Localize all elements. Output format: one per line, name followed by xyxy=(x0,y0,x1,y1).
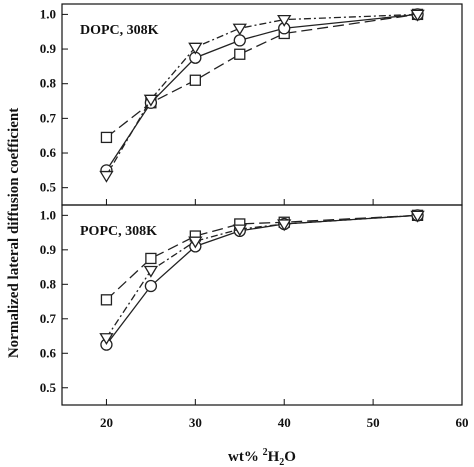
y-tick-label: 0.5 xyxy=(40,380,57,395)
data-point xyxy=(410,9,425,22)
data-point xyxy=(99,170,114,183)
data-point xyxy=(233,34,246,47)
data-point xyxy=(99,333,114,346)
series-line xyxy=(105,13,418,171)
data-point xyxy=(145,252,157,265)
data-point xyxy=(188,42,203,55)
y-tick-label: 0.6 xyxy=(40,345,57,360)
x-tick-label: 50 xyxy=(367,415,380,430)
y-tick-label: 0.8 xyxy=(40,76,57,91)
panels: 0.5 0.6 0.7 0.8 0.9 1.0 DOPC, 308K 0.5 0.6 0.7 0.8… xyxy=(40,3,469,430)
x-axis-title-superscript: 2 xyxy=(263,447,268,458)
x-axis-title-prefix: wt% xyxy=(228,449,263,465)
plot-frame xyxy=(61,204,463,406)
y-tick-label: 1.0 xyxy=(40,6,56,21)
data-point xyxy=(189,74,201,86)
panel-2: 0.5 0.6 0.7 0.8 0.9 1.0 20 30 40 50 60 POPC, 308K xyxy=(40,204,469,430)
data-point xyxy=(410,210,425,223)
y-tick-label: 0.9 xyxy=(40,242,57,257)
data-point xyxy=(277,14,292,27)
y-tick-label: 0.9 xyxy=(40,41,57,56)
series-line xyxy=(105,214,418,339)
series-line xyxy=(106,13,418,138)
x-tick-label: 20 xyxy=(100,415,113,430)
series-triangle xyxy=(99,9,425,183)
x-tick-label: 40 xyxy=(278,415,291,430)
y-tick-label: 0.8 xyxy=(40,276,57,291)
data-point xyxy=(144,279,158,293)
data-point xyxy=(232,224,247,237)
x-axis-title: wt% 2H2O xyxy=(228,447,296,467)
data-point xyxy=(100,131,113,144)
y-tick-label: 1.0 xyxy=(40,207,56,222)
panel-1: 0.5 0.6 0.7 0.8 0.9 1.0 DOPC, 308K xyxy=(40,3,463,206)
x-tick-label: 60 xyxy=(456,415,469,430)
x-axis-title-o: O xyxy=(284,449,296,465)
y-tick-label: 0.6 xyxy=(40,145,57,160)
data-point xyxy=(100,294,113,306)
series-circle xyxy=(100,8,424,177)
series-line xyxy=(105,13,418,176)
data-point xyxy=(188,236,203,249)
x-axis-title-subscript: 2 xyxy=(279,457,284,467)
series-triangle xyxy=(99,210,425,346)
data-point xyxy=(143,265,159,278)
series-line xyxy=(106,214,418,301)
panel-label: DOPC, 308K xyxy=(80,23,159,38)
data-point xyxy=(277,219,292,232)
y-tick-label: 0.7 xyxy=(40,110,57,125)
x-tick-label: 30 xyxy=(189,415,202,430)
data-point xyxy=(234,48,246,60)
data-point xyxy=(232,23,247,36)
panel-label: POPC, 308K xyxy=(80,224,157,239)
x-axis-title-h: H xyxy=(268,449,280,465)
y-tick-label: 0.5 xyxy=(40,180,57,195)
y-axis-title: Normalized lateral diffusion coefficient xyxy=(6,108,22,358)
data-point xyxy=(143,94,159,107)
y-tick-label: 0.7 xyxy=(40,311,57,326)
